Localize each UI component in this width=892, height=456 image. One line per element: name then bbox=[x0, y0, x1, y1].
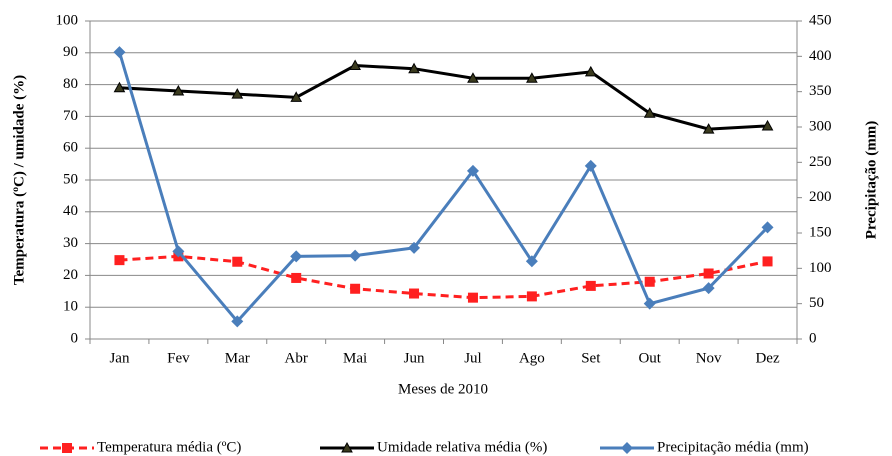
series-line bbox=[119, 63, 768, 131]
legend-marker bbox=[341, 441, 353, 453]
y-tick-label: 30 bbox=[63, 235, 78, 251]
y-tick-label: 60 bbox=[63, 140, 78, 156]
point bbox=[291, 272, 302, 283]
y2-axis-label: Precipitação (mm) bbox=[863, 121, 879, 239]
point bbox=[408, 241, 421, 254]
point bbox=[232, 256, 243, 267]
y-tick-label: 80 bbox=[63, 76, 78, 92]
y2-tick-label: 300 bbox=[809, 118, 832, 134]
y2-tick-label: 0 bbox=[809, 330, 817, 346]
point bbox=[584, 65, 597, 77]
y-tick-label: 70 bbox=[63, 108, 78, 124]
point bbox=[409, 288, 420, 299]
point bbox=[761, 221, 774, 234]
y2-tick-label: 400 bbox=[809, 48, 832, 64]
point bbox=[114, 255, 125, 266]
point bbox=[349, 249, 362, 262]
y2-tick-label: 100 bbox=[809, 260, 832, 276]
point bbox=[525, 255, 538, 268]
x-axis-label: Meses de 2010 bbox=[398, 381, 488, 397]
y-tick-label: 50 bbox=[63, 171, 78, 187]
y2-tick-label: 50 bbox=[809, 295, 824, 311]
y-axis-label: Temperatura (ºC) / umidade (%) bbox=[11, 75, 27, 285]
point bbox=[467, 72, 479, 83]
point bbox=[231, 315, 244, 328]
y-tick-label: 40 bbox=[63, 203, 78, 219]
legend-label: Temperatura média (ºC) bbox=[97, 439, 241, 455]
point bbox=[172, 245, 185, 258]
point bbox=[408, 62, 420, 74]
y-tick-label: 90 bbox=[63, 44, 78, 60]
x-tick-label: Dez bbox=[755, 350, 779, 366]
x-tick-label: Mar bbox=[225, 350, 250, 366]
x-tick-label: Jan bbox=[109, 350, 129, 366]
x-tick-label: Fev bbox=[167, 350, 190, 366]
y2-tick-label: 350 bbox=[809, 83, 832, 99]
y2-tick-label: 150 bbox=[809, 224, 832, 240]
x-tick-label: Abr bbox=[285, 350, 308, 366]
y2-tick-label: 200 bbox=[809, 189, 832, 205]
point bbox=[290, 250, 303, 263]
point bbox=[350, 283, 361, 294]
point bbox=[467, 292, 478, 303]
point bbox=[761, 119, 774, 131]
point bbox=[526, 72, 538, 83]
series-line bbox=[118, 51, 769, 324]
legend-label: Precipitação média (mm) bbox=[657, 439, 809, 455]
legend-label: Umidade relativa média (%) bbox=[377, 439, 547, 455]
y2-tick-label: 250 bbox=[809, 154, 832, 170]
x-tick-label: Ago bbox=[519, 350, 545, 366]
x-tick-label: Mai bbox=[343, 350, 367, 366]
y-tick-label: 20 bbox=[63, 267, 78, 283]
y-tick-label: 10 bbox=[63, 299, 78, 315]
x-tick-label: Set bbox=[581, 350, 601, 366]
point bbox=[762, 256, 773, 267]
point bbox=[584, 159, 597, 172]
point bbox=[702, 282, 715, 295]
point bbox=[231, 88, 244, 99]
point bbox=[349, 59, 361, 71]
point bbox=[172, 84, 185, 96]
point bbox=[703, 268, 714, 279]
x-tick-label: Nov bbox=[696, 350, 722, 366]
point bbox=[643, 107, 656, 118]
y-tick-label: 100 bbox=[56, 12, 79, 28]
series-line bbox=[119, 254, 768, 300]
point bbox=[526, 291, 537, 302]
legend-marker bbox=[621, 442, 633, 454]
point bbox=[113, 46, 126, 59]
y-tick-label: 0 bbox=[71, 330, 79, 346]
point bbox=[113, 81, 126, 93]
point bbox=[644, 276, 655, 287]
point bbox=[290, 91, 303, 102]
point bbox=[702, 123, 715, 134]
point bbox=[466, 164, 479, 177]
x-tick-label: Jun bbox=[404, 350, 425, 366]
x-tick-label: Out bbox=[638, 350, 661, 366]
legend-marker bbox=[62, 443, 72, 453]
x-tick-label: Jul bbox=[464, 350, 482, 366]
point bbox=[643, 297, 656, 310]
point bbox=[585, 280, 596, 291]
y2-tick-label: 450 bbox=[809, 12, 832, 28]
